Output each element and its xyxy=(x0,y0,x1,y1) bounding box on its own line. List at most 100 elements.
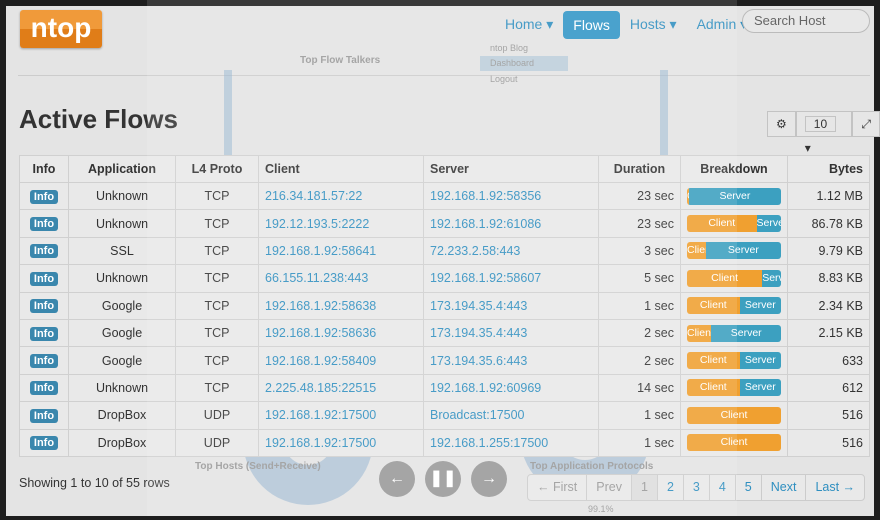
bytes-cell: 516 xyxy=(787,428,870,457)
table-row: Info Google TCP 192.168.1.92:58409 173.1… xyxy=(19,346,870,375)
duration-cell: 14 sec xyxy=(598,373,681,403)
col-duration[interactable]: Duration xyxy=(598,155,681,183)
nav-admin-label: Admin xyxy=(696,16,737,32)
bytes-cell: 86.78 KB xyxy=(787,209,870,238)
page-first[interactable]: ← First xyxy=(528,475,588,500)
info-button[interactable]: Info xyxy=(29,354,59,369)
info-button[interactable]: Info xyxy=(29,408,59,423)
client-segment: Client xyxy=(687,215,757,233)
server-link[interactable]: 192.168.1.255:17500 xyxy=(430,435,549,450)
breakdown-cell: Client Server xyxy=(680,209,788,238)
server-segment: Server xyxy=(739,379,781,397)
client-link[interactable]: 192.12.193.5:2222 xyxy=(265,216,370,231)
page-last[interactable]: Last → xyxy=(815,480,856,494)
bytes-cell: 516 xyxy=(787,401,870,430)
server-link[interactable]: 192.168.1.92:61086 xyxy=(430,216,542,231)
ntop-logo[interactable]: ntop xyxy=(20,10,102,48)
nav-hosts[interactable]: Hosts ▾ xyxy=(629,16,677,32)
col-breakdown[interactable]: Breakdown xyxy=(680,155,788,183)
duration-cell: 1 sec xyxy=(598,428,681,457)
server-link[interactable]: 192.168.1.92:58607 xyxy=(430,271,542,286)
bytes-cell: 9.79 KB xyxy=(787,236,870,266)
page-prev[interactable]: Prev xyxy=(587,475,632,500)
breakdown-cell: Client Server xyxy=(680,236,788,266)
application-cell: Google xyxy=(68,318,176,348)
nav-home-label: Home xyxy=(505,16,543,32)
bytes-cell: 8.83 KB xyxy=(787,264,870,293)
info-button[interactable]: Info xyxy=(29,189,59,204)
info-cell: Info xyxy=(19,236,69,266)
client-cell: 192.12.193.5:2222 xyxy=(258,209,424,238)
table-row: Info Unknown TCP 192.12.193.5:2222 192.1… xyxy=(19,209,870,238)
breakdown-cell: Client Server xyxy=(680,291,788,320)
col-info[interactable]: Info xyxy=(19,155,69,183)
fullscreen-expand-icon[interactable]: ⤢ xyxy=(852,111,880,137)
nav-home[interactable]: Home ▾ xyxy=(505,16,554,32)
server-cell: 192.168.1.255:17500 xyxy=(423,428,599,457)
ghost-menu-blog: ntop Blog xyxy=(490,43,529,53)
nav-flows[interactable]: Flows xyxy=(563,10,620,39)
page-2[interactable]: 2 xyxy=(658,475,684,500)
ghost-pct: 99.1% xyxy=(588,504,614,514)
page-5[interactable]: 5 xyxy=(736,475,762,500)
client-link[interactable]: 66.155.11.238:443 xyxy=(265,271,369,286)
server-segment: Server xyxy=(739,352,781,370)
server-cell: 173.194.35.4:443 xyxy=(423,318,599,348)
application-cell: Google xyxy=(68,346,176,375)
client-link[interactable]: 192.168.1.92:17500 xyxy=(265,435,377,450)
col-client[interactable]: Client xyxy=(258,155,424,183)
table-row: Info DropBox UDP 192.168.1.92:17500 Broa… xyxy=(19,401,870,430)
arrow-right-icon[interactable]: → xyxy=(471,461,507,497)
client-link[interactable]: 216.34.181.57:22 xyxy=(265,189,363,204)
client-link[interactable]: 192.168.1.92:58409 xyxy=(265,353,377,368)
info-button[interactable]: Info xyxy=(29,326,59,341)
pause-icon[interactable]: ❚❚ xyxy=(425,461,461,497)
client-link[interactable]: 192.168.1.92:58638 xyxy=(265,298,377,313)
col-server[interactable]: Server xyxy=(423,155,599,183)
info-button[interactable]: Info xyxy=(29,436,59,451)
info-button[interactable]: Info xyxy=(29,271,59,286)
page-4[interactable]: 4 xyxy=(710,475,736,500)
ghost-left-chart-title: Top Hosts (Send+Receive) xyxy=(195,461,321,472)
proto-cell: TCP xyxy=(175,264,259,293)
table-row: Info Unknown TCP 216.34.181.57:22 192.16… xyxy=(19,181,870,211)
client-link[interactable]: 192.168.1.92:58641 xyxy=(265,243,377,258)
settings-gear-icon[interactable]: ⚙ xyxy=(767,111,796,137)
divider xyxy=(18,75,870,76)
server-link[interactable]: 173.194.35.4:443 xyxy=(430,298,528,313)
server-link[interactable]: 192.168.1.92:60969 xyxy=(430,380,542,395)
breakdown-bar: Client Server xyxy=(687,352,781,370)
arrow-left-icon[interactable]: ← xyxy=(379,461,415,497)
server-link[interactable]: 173.194.35.6:443 xyxy=(430,353,528,368)
col-l4-proto[interactable]: L4 Proto xyxy=(175,155,259,183)
search-host-input[interactable]: Search Host xyxy=(742,9,870,33)
client-link[interactable]: 192.168.1.92:17500 xyxy=(265,408,377,423)
server-link[interactable]: 72.233.2.58:443 xyxy=(430,243,521,258)
info-button[interactable]: Info xyxy=(29,217,59,232)
info-button[interactable]: Info xyxy=(29,244,59,259)
col-application[interactable]: Application xyxy=(68,155,176,183)
client-segment: Client xyxy=(687,187,689,205)
breakdown-bar: Client xyxy=(687,406,781,424)
client-link[interactable]: 192.168.1.92:58636 xyxy=(265,326,377,341)
server-segment: Server xyxy=(711,324,781,342)
nav-hosts-label: Hosts xyxy=(629,16,666,32)
info-button[interactable]: Info xyxy=(29,381,59,396)
server-cell: 72.233.2.58:443 xyxy=(423,236,599,266)
breakdown-cell: Client Server xyxy=(680,373,788,403)
info-button[interactable]: Info xyxy=(29,299,59,314)
server-link[interactable]: Broadcast:17500 xyxy=(430,408,525,423)
rows-per-page-dropdown[interactable]: 10 ▾ xyxy=(795,111,853,155)
server-segment: Server xyxy=(739,297,781,315)
page-next[interactable]: Next xyxy=(762,475,807,500)
duration-cell: 3 sec xyxy=(598,236,681,266)
client-cell: 192.168.1.92:17500 xyxy=(258,428,424,457)
ghost-chart-title: Top Flow Talkers xyxy=(300,55,381,66)
server-link[interactable]: 173.194.35.4:443 xyxy=(430,326,528,341)
page-1[interactable]: 1 xyxy=(631,475,658,500)
col-bytes[interactable]: Bytes xyxy=(787,155,870,183)
server-link[interactable]: 192.168.1.92:58356 xyxy=(430,189,542,204)
page-3[interactable]: 3 xyxy=(684,475,710,500)
client-link[interactable]: 2.225.48.185:22515 xyxy=(265,380,377,395)
rows-per-page-value: 10 xyxy=(804,116,837,132)
